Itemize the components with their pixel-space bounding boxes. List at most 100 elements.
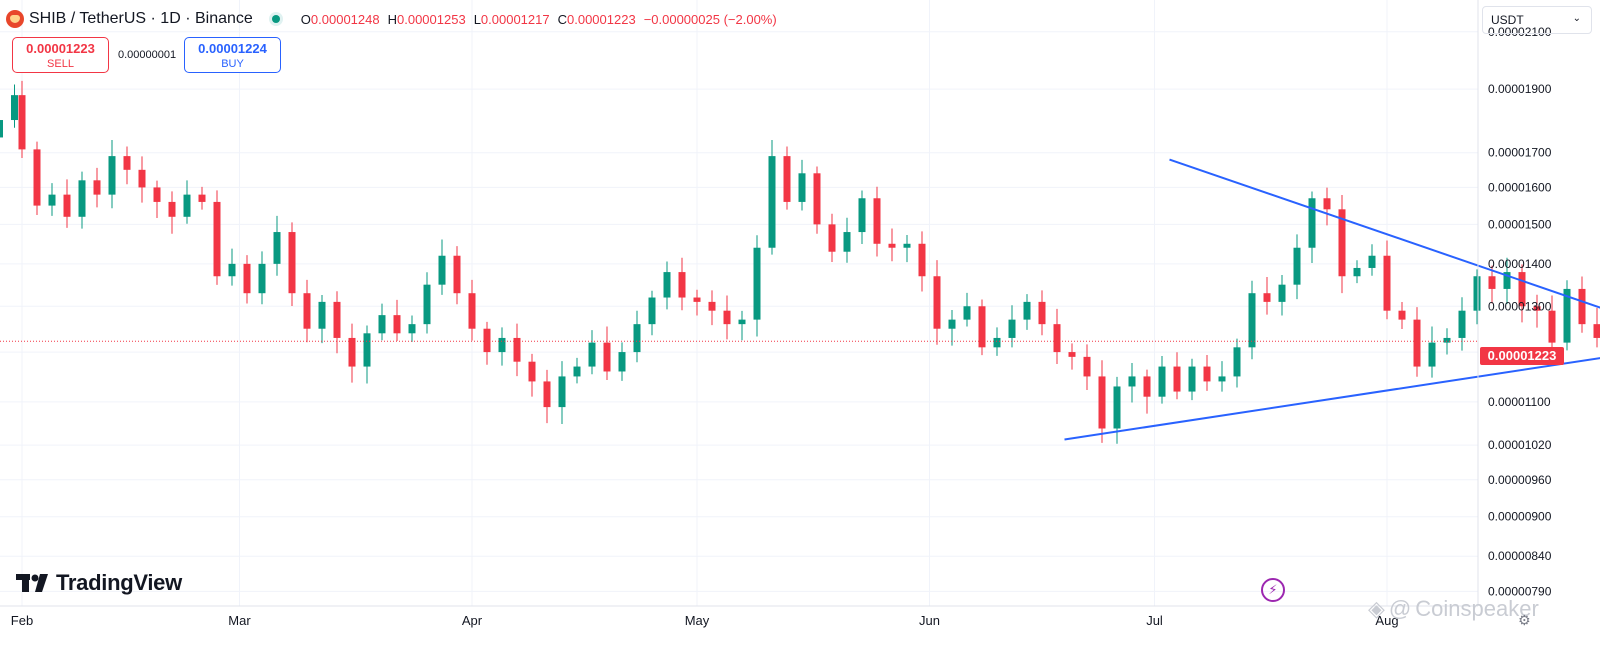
candle-body bbox=[828, 224, 836, 252]
tradingview-mark-icon bbox=[16, 574, 48, 592]
candle-body bbox=[318, 301, 326, 329]
candle-body bbox=[603, 342, 611, 372]
candle-body bbox=[1488, 276, 1496, 289]
candle-body bbox=[1248, 293, 1256, 348]
price-tick-label: 0.00001600 bbox=[1488, 180, 1552, 194]
candle-body bbox=[963, 306, 971, 320]
price-tick-label: 0.00000790 bbox=[1488, 584, 1552, 598]
candle-body bbox=[843, 232, 851, 252]
ohlc-values: O0.00001248 H0.00001253 L0.00001217 C0.0… bbox=[301, 12, 777, 27]
candle-body bbox=[33, 149, 41, 206]
candle-body bbox=[573, 366, 581, 377]
candle-body bbox=[738, 319, 746, 325]
candle-body bbox=[693, 297, 701, 302]
price-tick-label: 0.00001020 bbox=[1488, 438, 1552, 452]
ohlc-high-value: 0.00001253 bbox=[397, 11, 466, 27]
candle-body bbox=[1428, 342, 1436, 367]
watermark-logo-icon: ◈ bbox=[1368, 596, 1385, 621]
candle-body bbox=[633, 324, 641, 353]
candle-body bbox=[1098, 376, 1106, 429]
candle-body bbox=[588, 342, 596, 367]
candle-body bbox=[1413, 319, 1421, 367]
ohlc-open-key: O bbox=[300, 11, 311, 27]
candle-body bbox=[183, 194, 191, 217]
market-open-icon bbox=[268, 12, 283, 26]
last-price-label: 0.00001223 bbox=[1480, 347, 1564, 365]
candle-body bbox=[903, 243, 911, 248]
candle-body bbox=[948, 319, 956, 329]
candle-body bbox=[918, 243, 926, 277]
symbol-legend: SHIB / TetherUS · 1D · Binance O0.000012… bbox=[6, 8, 777, 30]
candle-body bbox=[768, 156, 776, 248]
candle-body bbox=[1233, 347, 1241, 377]
candle-body bbox=[1068, 352, 1076, 357]
candle-body bbox=[1203, 366, 1211, 382]
time-tick-label: Jun bbox=[919, 613, 940, 628]
candle-body bbox=[378, 315, 386, 334]
candle-body bbox=[498, 337, 506, 353]
candle-body bbox=[648, 297, 656, 325]
tradingview-logo-text: TradingView bbox=[56, 570, 182, 595]
candle-body bbox=[1023, 301, 1031, 320]
candle-body bbox=[723, 310, 731, 325]
candle-body bbox=[303, 293, 311, 329]
candle-body bbox=[798, 173, 806, 202]
gear-icon[interactable]: ⚙ bbox=[1518, 612, 1531, 628]
triangle-trendlines[interactable] bbox=[1064, 158, 1600, 441]
candle-body bbox=[168, 201, 176, 217]
candle-body bbox=[1188, 366, 1196, 392]
chevron-down-icon: ⌄ bbox=[1572, 13, 1581, 24]
candle-body bbox=[1173, 366, 1181, 392]
candle-body bbox=[978, 306, 986, 348]
time-tick-label: Jul bbox=[1146, 613, 1163, 628]
currency-select[interactable]: USDT ⌄ bbox=[1482, 6, 1592, 34]
trendline bbox=[1064, 357, 1600, 441]
candle-body bbox=[348, 337, 356, 367]
candle-body bbox=[678, 272, 686, 298]
candle-body bbox=[1368, 255, 1376, 268]
symbol-title[interactable]: SHIB / TetherUS · 1D · Binance bbox=[29, 10, 253, 27]
ohlc-close-key: C bbox=[557, 11, 567, 27]
time-tick-label: May bbox=[685, 613, 710, 628]
candle-body bbox=[1218, 376, 1226, 382]
candle-body bbox=[1083, 356, 1091, 377]
candle-body bbox=[1398, 310, 1406, 320]
candle-body bbox=[528, 361, 536, 382]
currency-value: USDT bbox=[1491, 13, 1524, 27]
watermark-at-icon: @ bbox=[1388, 596, 1412, 621]
candle-body bbox=[1593, 324, 1600, 338]
sell-button[interactable]: 0.00001223 SELL bbox=[12, 37, 109, 73]
tradingview-logo[interactable]: TradingView bbox=[16, 570, 182, 596]
candle-body bbox=[1518, 272, 1526, 307]
candle-body bbox=[0, 120, 3, 138]
candle-body bbox=[198, 194, 206, 202]
ohlc-open-value: 0.00001248 bbox=[310, 11, 380, 27]
candle-body bbox=[273, 232, 281, 264]
price-tick-label: 0.00000840 bbox=[1488, 549, 1552, 563]
time-tick-label: Aug bbox=[1375, 613, 1398, 628]
price-tick-label: 0.00001300 bbox=[1488, 299, 1552, 313]
lightning-icon[interactable]: ⚡ bbox=[1261, 578, 1285, 602]
price-tick-label: 0.00001100 bbox=[1488, 395, 1551, 409]
time-axis[interactable]: FebMarAprMayJunJulAugSepOct bbox=[11, 613, 1600, 628]
candle-body bbox=[1323, 198, 1331, 210]
price-axis[interactable]: 0.00002100 0.00001900 0.00001700 0.00001600… bbox=[1488, 25, 1552, 599]
price-tick-label: 0.00001400 bbox=[1488, 257, 1552, 271]
candle-body bbox=[1443, 337, 1451, 343]
candle-body bbox=[558, 376, 566, 408]
ohlc-change-value: −0.00000025 (−2.00%) bbox=[643, 11, 777, 27]
buy-label: BUY bbox=[221, 58, 244, 70]
spread-value: 0.00000001 bbox=[118, 49, 177, 61]
buy-button[interactable]: 0.00001224 BUY bbox=[184, 37, 281, 73]
candle-body bbox=[1263, 293, 1271, 302]
ohlc-high-key: H bbox=[387, 11, 397, 27]
candle-body bbox=[813, 173, 821, 225]
trendline bbox=[1169, 158, 1600, 309]
candle-body bbox=[993, 337, 1001, 348]
candle-body bbox=[1128, 376, 1136, 387]
candle-body bbox=[1053, 324, 1061, 353]
sell-price: 0.00001223 bbox=[26, 41, 95, 56]
watermark-text: Coinspeaker bbox=[1415, 596, 1539, 621]
candle-body bbox=[858, 198, 866, 233]
